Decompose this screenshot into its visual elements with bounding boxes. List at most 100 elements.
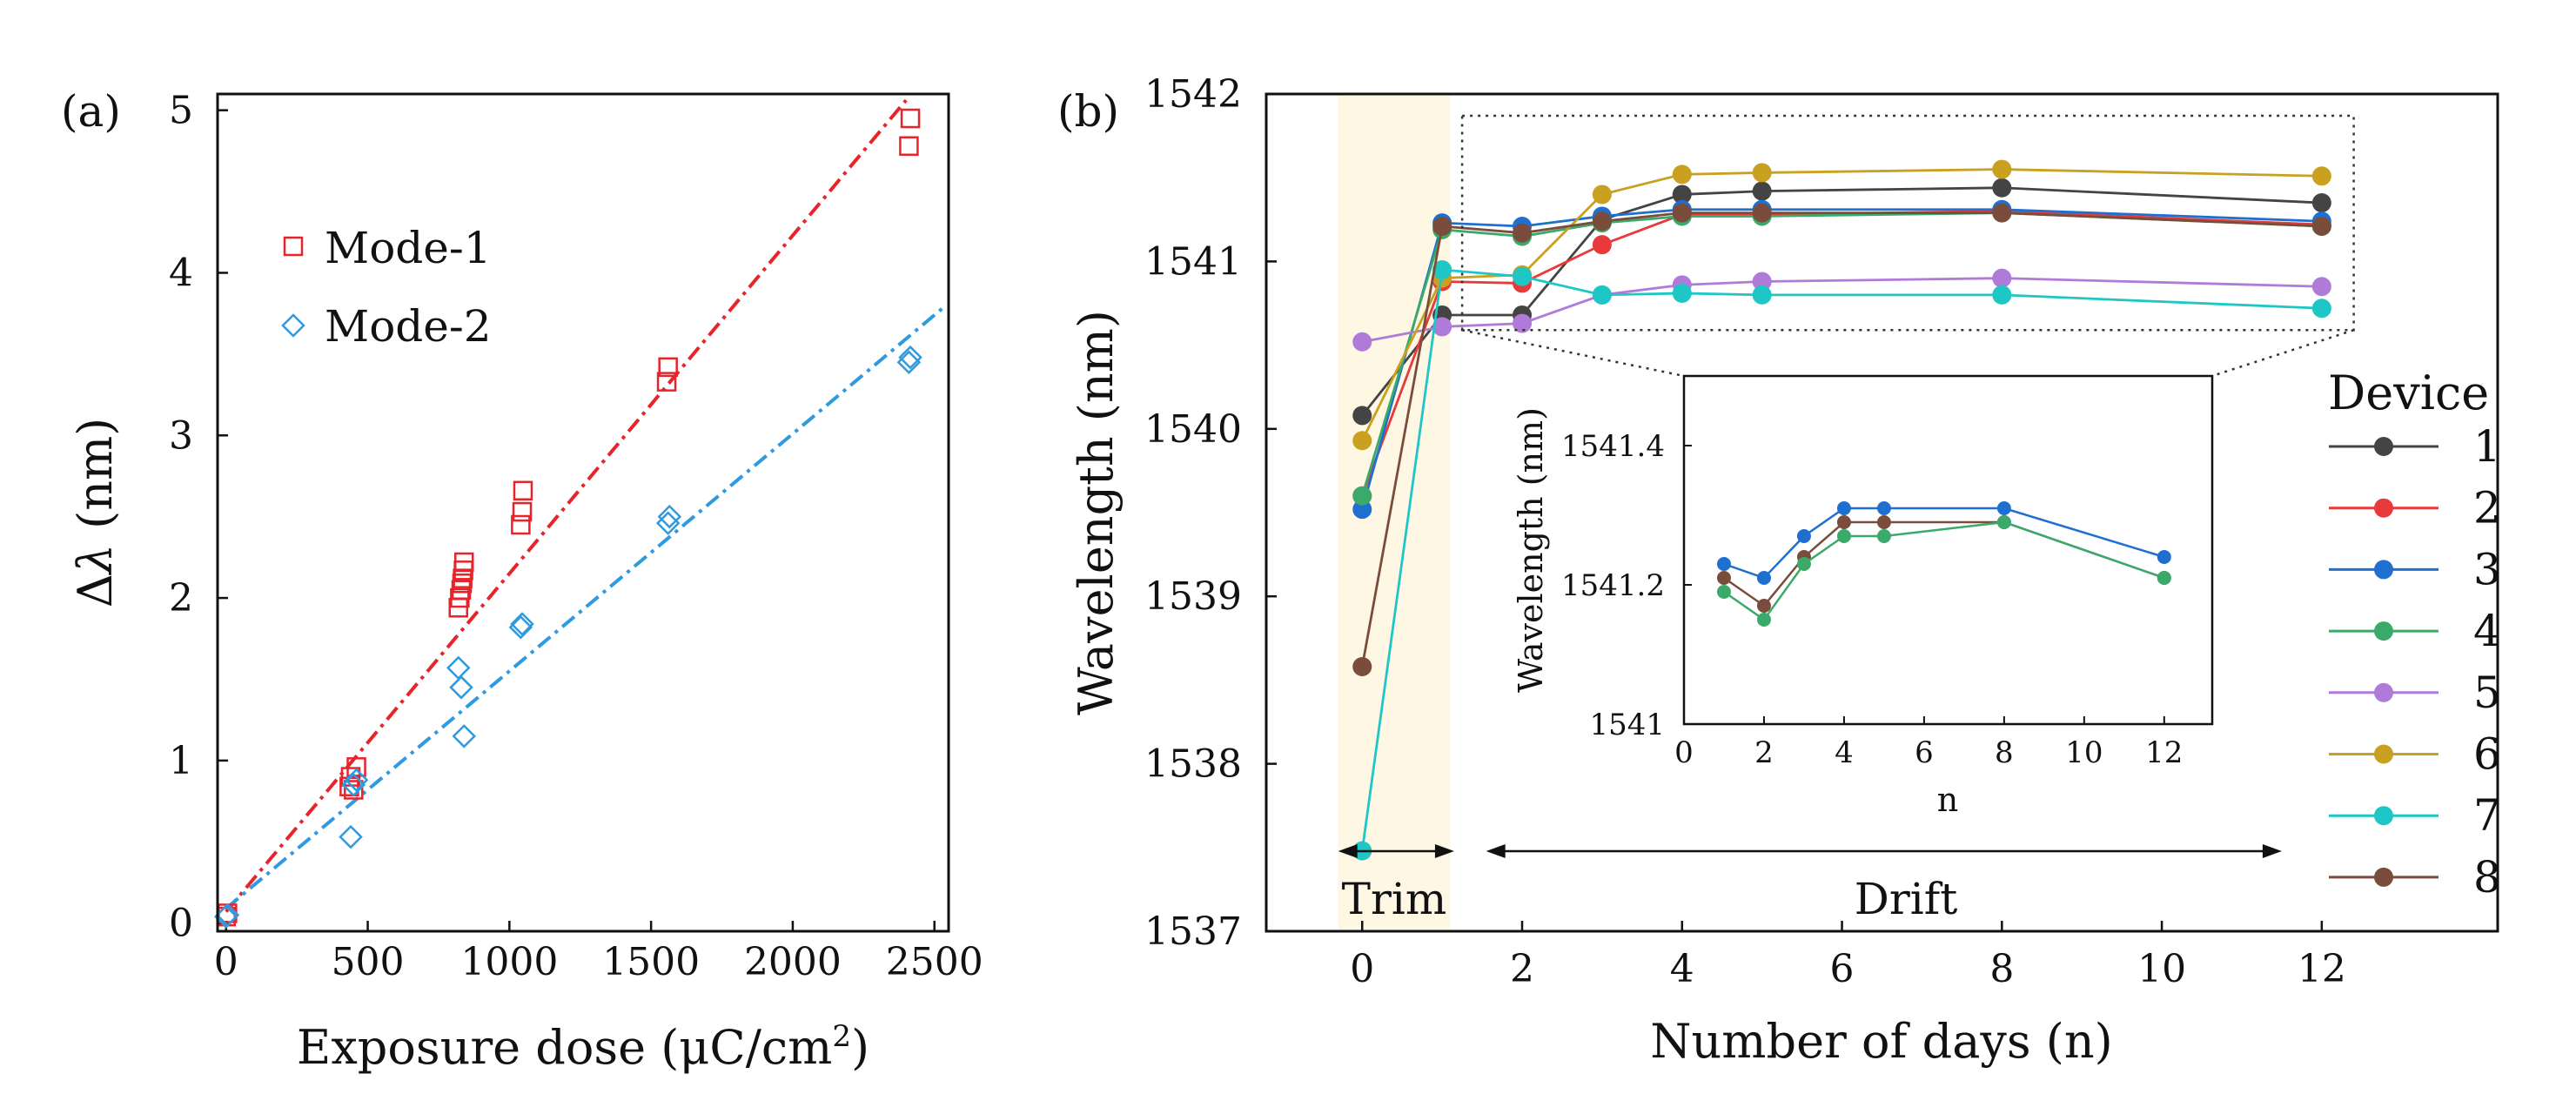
- legend-device-7-label: 7: [2473, 790, 2501, 841]
- legend-mode2-marker: [281, 313, 305, 338]
- drift-arrow-head-left: [1486, 844, 1506, 858]
- panel-b-xlabel: Number of days (n): [1650, 1014, 2112, 1069]
- y-tick-label: 1538: [1144, 742, 1242, 787]
- device-7-point: [1513, 266, 1533, 286]
- panel-a-ylabel: Δλ (nm): [68, 418, 123, 608]
- mode-1-point: [344, 780, 364, 800]
- inset-device-8-point: [1836, 515, 1851, 529]
- inset-y-tick-label: 1541.4: [1561, 429, 1665, 464]
- mode-1-point: [454, 552, 474, 573]
- device-5-point: [1992, 268, 2012, 288]
- y-tick-label: 1539: [1144, 574, 1242, 619]
- device-8-point: [1592, 211, 1612, 232]
- inset-x-tick-label: 0: [1674, 735, 1694, 770]
- panel-a-points: [213, 108, 922, 929]
- device-7-point: [1672, 283, 1692, 303]
- mode-2-point: [508, 614, 533, 640]
- device-8-point: [1513, 223, 1533, 243]
- device-6-point: [2311, 166, 2331, 186]
- inset-device-3-point: [1796, 529, 1811, 543]
- legend-device-3-label: 3: [2473, 544, 2501, 594]
- x-tick-label: 2500: [886, 940, 983, 984]
- inset-device-3-point: [1836, 501, 1851, 515]
- device-7-line: [1360, 268, 2322, 851]
- fit-line-mode-2: [225, 306, 944, 910]
- inset-series: [1716, 501, 2171, 627]
- inset-x-tick-label: 2: [1754, 735, 1774, 770]
- device-8-point: [2311, 216, 2331, 236]
- panel-a-legend: Mode-1 Mode-2: [281, 223, 492, 352]
- trim-drift-annotations: Trim Drift: [1338, 844, 2282, 924]
- x-tick-label: 500: [332, 940, 405, 984]
- device-8-line: [1360, 211, 2322, 668]
- fit-line-mode-1: [225, 98, 908, 913]
- inset-frame: [1682, 374, 2214, 726]
- legend-device-1-marker: [2374, 437, 2393, 456]
- mode-2-point: [510, 612, 534, 636]
- device-1-point: [1352, 406, 1372, 426]
- device-7-point: [2311, 299, 2331, 319]
- device-5-line: [1362, 277, 2322, 344]
- y-tick-label: 3: [169, 413, 193, 458]
- device-5-point: [1752, 272, 1772, 292]
- device-3-line: [1360, 208, 2322, 510]
- y-tick-label: 1540: [1144, 407, 1242, 452]
- legend-device-8-marker: [2374, 867, 2393, 887]
- trim-label: Trim: [1342, 874, 1447, 924]
- legend-device-8-label: 8: [2473, 852, 2501, 903]
- inset-x-tick-label: 4: [1835, 735, 1854, 770]
- panel-a-frame: [216, 92, 950, 933]
- x-tick-label: 2: [1510, 947, 1534, 991]
- inset-device-4-point: [1836, 529, 1851, 543]
- inset-device-8-point: [1756, 599, 1771, 613]
- device-6-point: [1752, 163, 1772, 183]
- device-5-point: [1352, 332, 1372, 352]
- inset-device-4-point: [2157, 571, 2171, 585]
- device-5-point: [2311, 277, 2331, 297]
- inset-x-tick-label: 12: [2145, 735, 2183, 770]
- y-tick-label: 1542: [1144, 72, 1242, 117]
- y-tick-label: 2: [169, 576, 193, 621]
- legend-mode1-marker: [283, 236, 304, 257]
- device-7-point: [1592, 285, 1612, 305]
- mode-2-point: [452, 724, 477, 748]
- inset-device-4-point: [1996, 515, 2011, 529]
- y-tick-label: 1537: [1144, 909, 1242, 954]
- mode-2-point: [215, 903, 240, 928]
- mode-2-point: [446, 655, 471, 681]
- panel-a-label: (a): [61, 86, 121, 137]
- x-tick-label: 8: [1989, 947, 2014, 991]
- device-3-point: [1352, 500, 1372, 520]
- mode-1-point: [899, 136, 919, 157]
- legend-device-1-label: 1: [2473, 421, 2501, 472]
- x-tick-label: 10: [2137, 947, 2186, 991]
- panel-a-fit-lines: [225, 98, 944, 913]
- y-tick-label: 0: [169, 902, 193, 946]
- legend-mode2-label: Mode-2: [325, 301, 492, 352]
- panel-b-ylabel: Wavelength (nm): [1069, 310, 1124, 715]
- legend-device-5-marker: [2374, 682, 2393, 702]
- legend-device-3-marker: [2374, 560, 2393, 580]
- device-8-point: [1352, 657, 1372, 677]
- device-7-point: [1992, 285, 2012, 305]
- device-4-point: [1352, 486, 1372, 506]
- inset-device-4-point: [1756, 613, 1771, 627]
- inset-x-tick-label: 10: [2065, 735, 2103, 770]
- y-tick-label: 1: [169, 739, 193, 783]
- device-1-point: [1992, 178, 2012, 198]
- mode-2-point: [344, 768, 369, 793]
- drift-label: Drift: [1855, 874, 1958, 924]
- legend-device-6-label: 6: [2473, 729, 2501, 780]
- panel-a-scatter-chart: (a) 0 500 1000 1500 2000 2500 0 1 2 3 4 5 Mode-1 Mo…: [61, 86, 983, 1075]
- device-8-point: [1992, 203, 2012, 223]
- x-tick-label: 1000: [460, 940, 558, 984]
- inset-xlabel: n: [1937, 781, 1958, 819]
- x-tick-label: 0: [1350, 947, 1374, 991]
- x-tick-label: 12: [2298, 947, 2346, 991]
- legend-mode1-label: Mode-1: [325, 223, 492, 273]
- device-5-point: [1432, 317, 1452, 337]
- mode-1-point: [513, 480, 533, 501]
- inset-background: [1684, 376, 2212, 724]
- zoom-box: [1460, 114, 2355, 332]
